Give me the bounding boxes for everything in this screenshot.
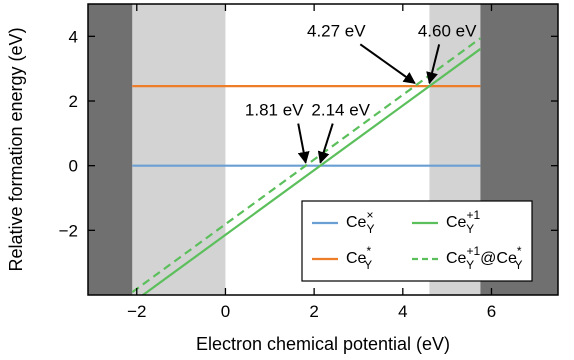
x-tick-label: −2: [127, 302, 146, 321]
annotation-arrow-0: [297, 123, 310, 164]
legend: Ce× Y Ce* Y Ce+1 Y Ce+1 Y @Ce* Y: [301, 200, 533, 282]
y-axis-ticks: −2 0 2 4: [59, 27, 558, 240]
annotation-label-1: 2.14 eV: [311, 101, 370, 120]
x-axis-ticks: −2 0 2 4 6: [127, 4, 496, 321]
series-line-2: [141, 48, 482, 295]
y-axis-label: Relative formation energy (eV): [6, 27, 26, 271]
legend-label-0: Ce× Y: [346, 208, 374, 236]
annotation-arrows: 1.81 eV 2.14 eV 4.27 eV 4.60 eV: [245, 21, 477, 164]
legend-label-1: Ce* Y: [346, 244, 372, 272]
y-tick-label: −2: [59, 221, 78, 240]
annotation-label-0: 1.81 eV: [245, 101, 304, 120]
x-axis-label: Electron chemical potential (eV): [196, 334, 450, 354]
shaded-region-0: [88, 4, 133, 295]
y-tick-label: 4: [69, 27, 78, 46]
series-line-3: [131, 37, 482, 293]
annotation-arrow-2: [359, 43, 416, 84]
annotation-label-2: 4.27 eV: [307, 21, 366, 40]
annotation-label-3: 4.60 eV: [418, 21, 477, 40]
series-lines: [131, 37, 482, 295]
x-tick-label: 2: [309, 302, 318, 321]
x-tick-label: 6: [487, 302, 496, 321]
plot-frame: [87, 3, 559, 296]
legend-label-3: Ce+1 Y @Ce* Y: [446, 244, 523, 272]
annotation-arrow-3: [426, 44, 441, 85]
legend-label-2: Ce+1 Y: [446, 208, 480, 236]
legend-box: [301, 200, 533, 282]
x-tick-label: 0: [221, 302, 230, 321]
shaded-region-1: [132, 4, 226, 295]
annotation-arrow-1: [317, 123, 334, 164]
y-tick-label: 0: [69, 157, 78, 176]
x-tick-label: 4: [398, 302, 407, 321]
y-tick-label: 2: [69, 92, 78, 111]
